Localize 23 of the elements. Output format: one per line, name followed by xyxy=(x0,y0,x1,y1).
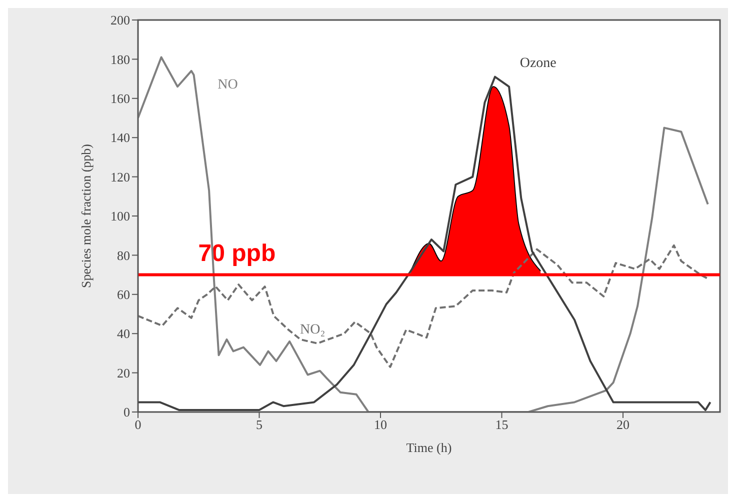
y-tick-label: 140 xyxy=(110,130,130,146)
y-tick-label: 120 xyxy=(110,169,130,184)
y-tick-label: 60 xyxy=(117,287,130,302)
series-label: Ozone xyxy=(520,56,556,72)
y-axis-title: Species mole fraction (ppb) xyxy=(78,144,94,288)
y-tick-label: 0 xyxy=(124,404,130,420)
x-tick-label: 15 xyxy=(495,417,508,432)
x-tick-label: 10 xyxy=(374,417,387,432)
x-tick-label: 5 xyxy=(256,417,262,432)
y-tick-label: 80 xyxy=(117,248,130,263)
y-tick-label: 20 xyxy=(117,365,130,380)
y-tick-label: 40 xyxy=(117,326,130,342)
ref-line-label: 70 ppb xyxy=(198,240,276,267)
x-axis-title: Time (h) xyxy=(406,440,452,455)
line-series xyxy=(138,244,709,368)
x-tick-label: 20 xyxy=(616,417,630,432)
y-tick-label: 200 xyxy=(110,12,130,28)
series-label: NO₂ xyxy=(300,322,326,338)
y-tick-label: 100 xyxy=(110,208,130,224)
y-tick-label: 160 xyxy=(110,91,130,106)
y-tick-label: 180 xyxy=(110,52,130,67)
series-label: NO xyxy=(218,78,238,93)
x-tick-label: 0 xyxy=(134,417,142,432)
